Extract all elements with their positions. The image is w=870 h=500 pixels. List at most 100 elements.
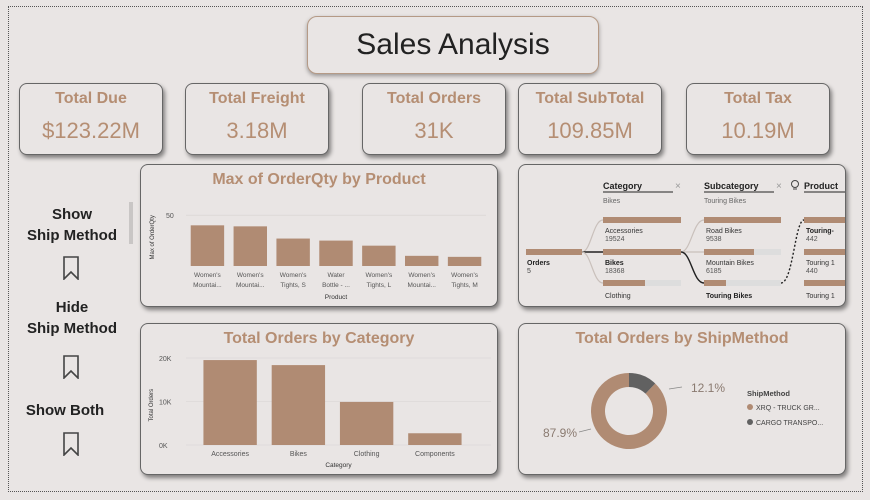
decomp-connector	[680, 219, 705, 253]
decomp-item-value: 19524	[605, 236, 625, 243]
decomp-connector	[581, 251, 604, 284]
decomp-header-subcategory: Subcategory	[704, 181, 759, 191]
decomp-filter-subcategory: Touring Bikes	[704, 198, 747, 205]
x-tick-label: Accessories	[211, 451, 249, 458]
bar	[271, 365, 326, 445]
chart-orders-by-shipmethod: Total Orders by ShipMethod 87.9% 12.1% Shi…	[518, 323, 846, 475]
decomp-item-value: 440	[806, 268, 818, 275]
bar	[233, 226, 267, 266]
x-tick-label: Mountai...	[236, 282, 265, 289]
x-tick-label: Tights, S	[280, 282, 306, 289]
decomp-item-name: Bikes	[605, 260, 624, 267]
show-both-button[interactable]: Show Both	[25, 402, 105, 419]
decomp-root-label: Orders	[527, 260, 550, 267]
kpi-total-subtotal: Total SubTotal 109.85M	[518, 83, 662, 155]
decomp-header-category: Category	[603, 181, 642, 191]
decomp-item-value: 9538	[706, 236, 722, 243]
chart-orders-by-shipmethod-plot: 87.9% 12.1% ShipMethod XRQ - TRUCK GR... CAR…	[543, 373, 823, 449]
data-label: 12.1%	[691, 381, 725, 395]
x-tick-label: Women's	[408, 272, 436, 279]
decomp-item-name: Road Bikes	[706, 228, 742, 235]
dashboard-frame	[8, 6, 863, 492]
decomposition-tree: Category × Bikes Subcategory × Touring B…	[518, 164, 846, 307]
x-tick-label: Components	[415, 451, 455, 458]
x-tick-label: Mountai...	[193, 282, 222, 289]
donut-slice	[629, 373, 656, 394]
decomp-root-value: 5	[527, 268, 531, 275]
decomp-bar-track	[704, 280, 781, 286]
decomp-bar[interactable]	[704, 249, 754, 255]
label-leader	[578, 428, 592, 433]
bar	[319, 240, 353, 266]
decomp-tree-plot: Category × Bikes Subcategory × Touring B…	[526, 180, 845, 300]
y-axis-label: Max of OrderQty	[150, 215, 156, 259]
legend-label: CARGO TRANSPO...	[756, 420, 823, 427]
y-axis-label: Total Orders	[149, 389, 155, 422]
kpi-value: 109.85M	[547, 118, 633, 143]
decomp-item-name: Mountain Bikes	[706, 260, 754, 267]
decomp-root-bar[interactable]	[526, 249, 582, 255]
x-tick-label: Mountai...	[407, 282, 436, 289]
y-tick-label: 10K	[159, 400, 172, 407]
close-icon[interactable]: ×	[776, 181, 782, 192]
kpi-value: $123.22M	[42, 118, 140, 143]
decomp-header-product: Product	[804, 181, 838, 191]
x-tick-label: Tights, M	[451, 282, 478, 289]
bar	[408, 433, 462, 445]
decomp-connector-active	[680, 251, 705, 284]
decomp-item-name: Touring 1	[806, 293, 835, 300]
decomp-bar[interactable]	[804, 249, 845, 255]
decomp-connector-active	[780, 219, 805, 284]
bar	[447, 256, 482, 266]
close-icon[interactable]: ×	[675, 181, 681, 192]
lightbulb-icon[interactable]	[791, 180, 799, 190]
decomp-bar[interactable]	[804, 217, 845, 223]
chart-orders-by-category: Total Orders by Category 20K 10K 0K Total O…	[140, 323, 498, 475]
legend-marker	[747, 419, 753, 425]
x-tick-label: Bikes	[290, 451, 308, 458]
x-axis-label: Category	[325, 462, 352, 469]
decomp-bar[interactable]	[704, 280, 726, 286]
x-tick-label: Water	[327, 272, 345, 279]
label-leader	[668, 386, 683, 390]
kpi-total-freight: Total Freight 3.18M	[185, 83, 329, 155]
x-tick-label: Bottle - ...	[322, 282, 350, 289]
bar	[203, 360, 257, 445]
kpi-label: Total Orders	[387, 90, 481, 107]
kpi-total-tax: Total Tax 10.19M	[686, 83, 830, 155]
decomp-item-name: Clothing	[605, 293, 631, 300]
slider-indicator	[129, 202, 133, 244]
x-tick-label: Tights, L	[367, 282, 392, 289]
decomp-item-name: Touring 1	[806, 260, 835, 267]
bookmark-icon[interactable]	[62, 432, 80, 456]
chart-title: Max of OrderQty by Product	[212, 171, 426, 188]
x-axis-label: Product	[325, 294, 348, 301]
decomp-bar[interactable]	[603, 280, 645, 286]
x-tick-label: Clothing	[354, 451, 380, 458]
x-tick-label: Women's	[451, 272, 479, 279]
hide-ship-method-button[interactable]: Hide Ship Method	[27, 299, 117, 337]
legend-label: XRQ - TRUCK GR...	[756, 405, 820, 412]
data-label: 87.9%	[543, 426, 577, 440]
bookmark-icon[interactable]	[62, 355, 80, 379]
bar	[339, 401, 394, 445]
decomp-item-name: Accessories	[605, 228, 643, 235]
decomp-bar[interactable]	[603, 249, 681, 255]
show-ship-method-button[interactable]: Show Ship Method	[27, 206, 117, 244]
decomp-bar[interactable]	[804, 280, 845, 286]
legend-marker	[747, 404, 753, 410]
bar	[405, 255, 439, 266]
kpi-label: Total SubTotal	[535, 90, 645, 107]
bar	[362, 245, 396, 266]
chart-title: Total Orders by ShipMethod	[575, 330, 789, 347]
chart-title: Total Orders by Category	[223, 330, 415, 347]
kpi-label: Total Freight	[209, 90, 305, 107]
y-tick-label: 0K	[159, 443, 168, 450]
decomp-bar[interactable]	[603, 217, 681, 223]
decomp-item-name: Touring-	[806, 228, 835, 235]
bookmark-icon[interactable]	[62, 256, 80, 280]
decomp-bar[interactable]	[704, 217, 781, 223]
decomp-item-value: 6185	[706, 268, 722, 275]
x-tick-label: Women's	[280, 272, 308, 279]
x-tick-label: Women's	[237, 272, 265, 279]
